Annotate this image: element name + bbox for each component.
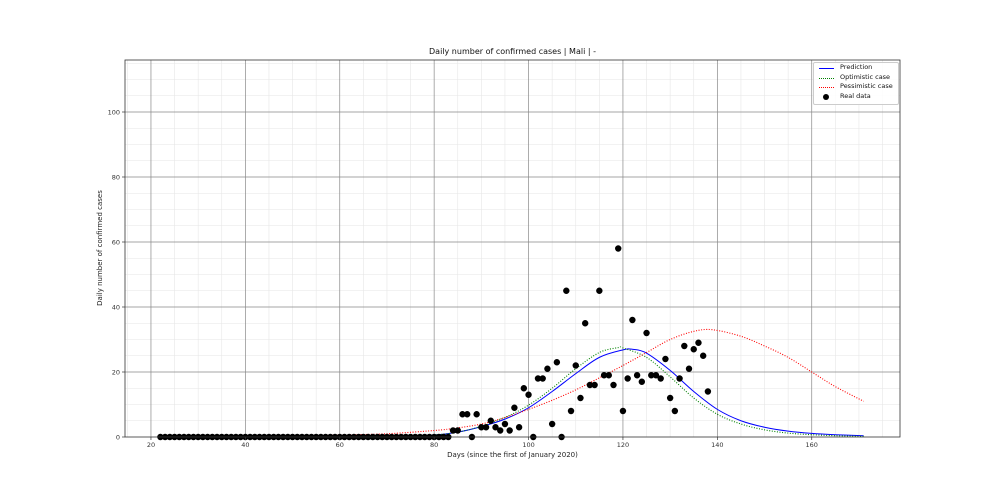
- y-tick-label: 60: [112, 238, 120, 246]
- legend-label: Pessimistic case: [840, 82, 893, 90]
- chart-title: Daily number of confirmed cases | Mali |…: [429, 47, 596, 56]
- y-axis-label: Daily number of confirmed cases: [96, 190, 104, 306]
- x-tick-label: 120: [617, 441, 629, 449]
- legend-item-prediction: Prediction: [814, 63, 898, 73]
- x-tick-label: 40: [241, 441, 249, 449]
- x-tick-label: 60: [336, 441, 344, 449]
- x-tick-label: 160: [806, 441, 818, 449]
- x-tick-label: 140: [711, 441, 723, 449]
- legend-label: Optimistic case: [840, 72, 891, 81]
- legend-label: Prediction: [840, 63, 873, 71]
- y-tick-label: 0: [116, 433, 120, 441]
- x-tick-label: 100: [522, 441, 534, 449]
- y-tick-label: 80: [112, 173, 120, 181]
- legend-item-optimistic: Optimistic case: [814, 73, 898, 83]
- y-axis-ticks: 0 20 40 60 80 100: [108, 108, 125, 441]
- y-tick-label: 40: [112, 303, 120, 311]
- plot-frame: [124, 59, 901, 438]
- solid-line-swatch-icon: [819, 68, 834, 69]
- x-axis-label: Days (since the first of January 2020): [447, 451, 578, 459]
- major-grid: [125, 60, 900, 437]
- minor-grid: [125, 60, 900, 437]
- legend-item-pessimistic: Pessimistic case: [814, 82, 898, 92]
- y-tick-label: 20: [112, 368, 120, 376]
- marker-dot-icon: [823, 93, 829, 100]
- y-tick-label: 100: [108, 108, 120, 116]
- x-tick-label: 80: [430, 441, 438, 449]
- x-tick-label: 20: [147, 441, 155, 449]
- dotted-line-swatch-icon: [819, 77, 834, 79]
- dotted-line-swatch-icon: [819, 87, 834, 88]
- legend-label: Real data: [840, 91, 871, 100]
- legend-item-real-data: Real data: [814, 92, 898, 102]
- legend: Prediction Optimistic case Pessimistic c…: [813, 62, 899, 105]
- x-axis-ticks: 20 40 60 80 100 120 140 160: [147, 437, 818, 449]
